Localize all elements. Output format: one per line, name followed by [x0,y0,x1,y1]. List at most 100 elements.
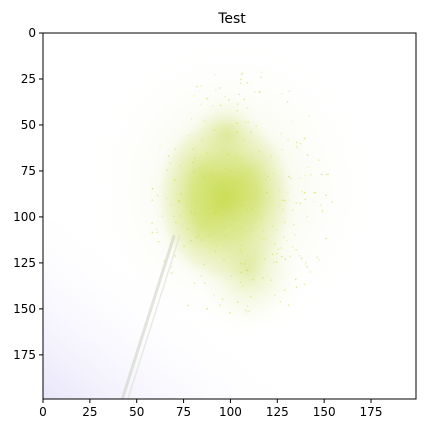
speckle [275,261,278,263]
speckle [216,202,218,204]
speckle [194,168,196,170]
speckle [195,201,197,204]
blob-top [184,90,269,179]
speckle [250,229,253,232]
speckle [250,131,253,133]
speckle [235,156,238,159]
speckle [274,243,276,245]
speckle [203,175,205,178]
speckle [274,294,276,296]
x-tick-label: 75 [176,405,191,419]
speckle [173,215,175,218]
speckle [159,145,161,147]
speckle [308,115,310,117]
speckle [295,145,298,147]
x-tick-label: 50 [129,405,144,419]
speckle [251,207,253,210]
y-axis: 0 25 50 75 100 125 150 175 [13,26,43,362]
speckle [200,103,202,105]
speckle [307,166,310,168]
speckle [312,200,315,203]
diagonal-streak-edge [127,235,181,399]
speckle [280,247,282,249]
x-tick-label: 0 [39,405,47,419]
speckle [230,275,233,277]
speckle [183,245,185,247]
speckle [151,187,154,190]
speckle [203,263,205,266]
speckle [270,279,272,281]
speckle [283,221,286,224]
speckle [246,82,249,84]
heatmap-image [43,33,416,399]
y-tick-label: 100 [13,210,36,224]
speckle [193,157,196,159]
speckle [295,141,298,144]
speckle [232,217,234,219]
speckle [241,72,244,74]
speckle [213,294,215,296]
speckle [260,215,263,217]
speckle [193,171,195,174]
speckle [190,240,192,242]
speckle [207,98,209,100]
speckle [303,192,306,194]
speckle [219,304,221,307]
speckle [172,271,174,273]
speckle [174,255,176,257]
speckle [244,309,247,312]
speckle [166,169,168,171]
speckle [218,199,221,202]
speckle [321,210,324,213]
speckle [216,200,218,203]
speckle [284,199,286,202]
speckle [223,226,225,229]
speckle [255,125,257,127]
blob-tail [192,199,306,338]
speckle [201,140,203,142]
speckle [241,251,243,254]
speckle [290,177,293,180]
speckle [246,269,248,271]
speckle [156,231,158,234]
speckle [216,137,219,139]
speckle [252,278,254,281]
speckle [272,261,275,264]
x-tick-label: 175 [360,405,383,419]
speckle [276,229,278,231]
speckle [213,196,216,198]
speckle [218,87,221,89]
speckle [216,211,218,214]
speckle [168,155,170,157]
speckle [200,172,203,175]
speckle [207,207,210,209]
speckle [301,190,303,193]
speckle [293,223,295,226]
speckle [225,168,228,170]
speckle [304,174,306,177]
speckle [287,304,290,306]
speckle [262,277,264,279]
speckle [255,188,257,190]
speckle [240,73,243,76]
speckle [260,76,262,79]
blob-body [151,90,306,338]
speckle [240,82,242,85]
speckle [170,266,173,268]
speckle [286,101,289,103]
speckle [178,200,180,202]
speckle [249,279,251,281]
speckle [294,249,296,251]
speckle [306,265,308,268]
speckle [279,204,281,207]
speckle [261,71,263,74]
x-axis: 0 25 50 75 100 125 150 175 [39,399,382,419]
speckle [240,177,242,180]
speckle [228,99,230,101]
y-tick-label: 25 [21,72,36,86]
speckle [240,244,243,246]
speckle [179,215,181,217]
y-tick-label: 175 [13,348,36,362]
y-tick-label: 125 [13,256,36,270]
speckle [200,275,202,277]
